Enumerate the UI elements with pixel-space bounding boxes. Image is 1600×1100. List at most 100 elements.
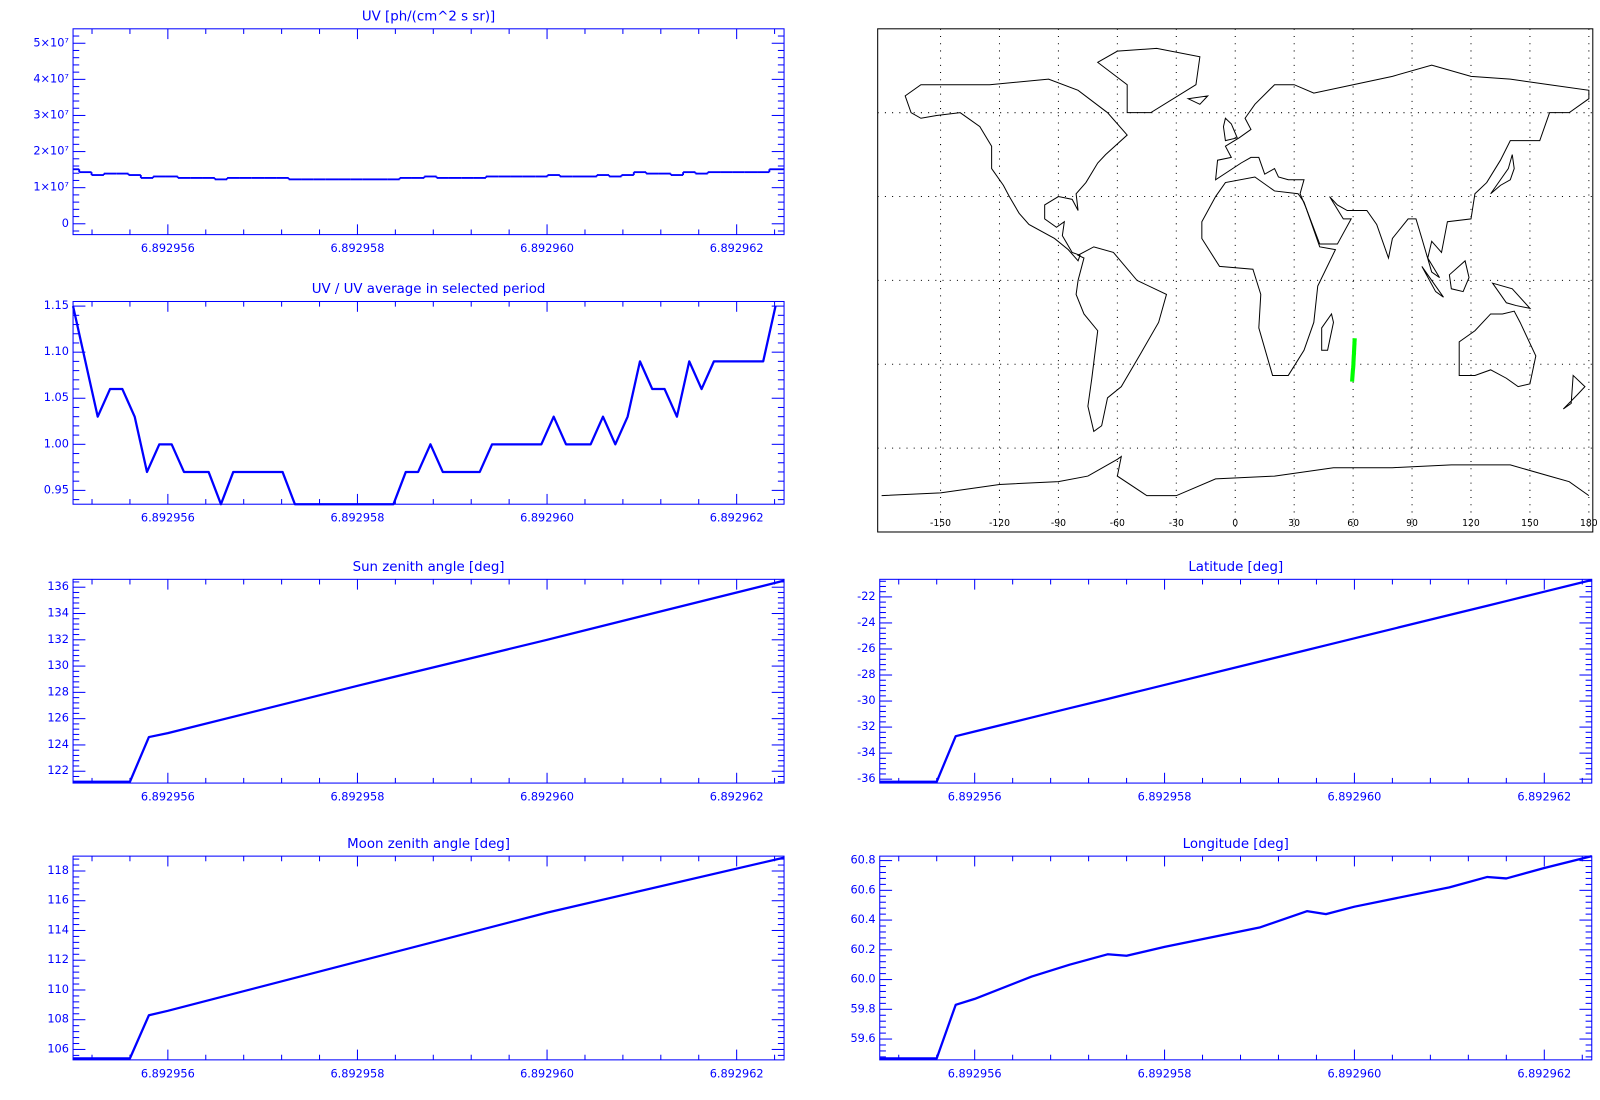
- y-tick-label: -26: [857, 642, 875, 655]
- y-tick-label: -24: [857, 616, 875, 629]
- y-tick-label: 1.00: [44, 437, 69, 450]
- x-tick-label: 6.892958: [1138, 790, 1192, 803]
- plot-frame: [879, 855, 1593, 1061]
- chart-title: UV / UV average in selected period: [312, 282, 546, 297]
- y-tick-label: 3×10⁷: [33, 108, 69, 121]
- y-tick-label: 0.95: [44, 483, 69, 496]
- y-tick-label: 60.4: [850, 913, 875, 926]
- y-tick-label: -36: [857, 772, 875, 785]
- x-tick-label: -30: [1169, 518, 1184, 529]
- map-area: [877, 28, 1593, 532]
- y-tick-label: 128: [47, 685, 69, 698]
- coastline: [1202, 177, 1336, 375]
- y-tick-label: 1.10: [44, 345, 69, 358]
- data-line: [879, 855, 1593, 1060]
- data-line: [73, 579, 785, 783]
- y-tick-label: 126: [47, 712, 69, 725]
- y-tick-label: 106: [47, 1042, 69, 1055]
- y-tick-label: 60.8: [850, 854, 875, 867]
- y-tick-label: -28: [857, 668, 875, 681]
- y-tick-label: 114: [47, 923, 69, 936]
- y-tick-label: -30: [857, 694, 875, 707]
- y-tick-label: 122: [47, 764, 69, 777]
- y-tick-label: 134: [47, 607, 69, 620]
- y-tick-label: 59.6: [850, 1032, 875, 1045]
- y-tick-label: 60.0: [850, 973, 875, 986]
- x-tick-label: 6.892956: [948, 790, 1002, 803]
- orbit-track: [1350, 338, 1357, 382]
- y-tick-label: 110: [47, 983, 69, 996]
- x-tick-label: 0: [1232, 518, 1238, 529]
- x-tick-label: 6.892960: [520, 242, 574, 255]
- coastline: [1188, 96, 1585, 409]
- chart-title: Latitude [deg]: [1188, 560, 1283, 575]
- y-tick-label: 132: [47, 633, 69, 646]
- y-tick-label: 136: [47, 580, 69, 593]
- y-tick-label: 60.6: [850, 883, 875, 896]
- x-tick-label: 6.892960: [520, 512, 574, 525]
- data-line: [879, 578, 1593, 783]
- chart-title: Sun zenith angle [deg]: [353, 560, 505, 575]
- y-tick-label: -32: [857, 720, 875, 733]
- y-tick-label: 130: [47, 659, 69, 672]
- x-tick-label: 6.892962: [710, 242, 764, 255]
- x-tick-label: 6.892958: [331, 512, 385, 525]
- x-tick-label: 6.892960: [520, 1067, 574, 1080]
- y-tick-label: 0: [62, 217, 69, 230]
- chart-title: Longitude [deg]: [1183, 837, 1289, 852]
- coastline: [882, 457, 1589, 496]
- x-tick-label: 6.892960: [1327, 790, 1381, 803]
- y-tick-label: 118: [47, 864, 69, 877]
- x-tick-label: 60: [1347, 518, 1359, 529]
- data-line: [71, 305, 777, 506]
- x-tick-label: 6.892962: [710, 1067, 764, 1080]
- x-tick-label: 6.892962: [710, 512, 764, 525]
- chart-title: Moon zenith angle [deg]: [347, 837, 510, 852]
- y-tick-label: -34: [857, 746, 875, 759]
- data-line: [73, 856, 785, 1060]
- x-tick-label: 6.892960: [1327, 1067, 1381, 1080]
- plot-frame: [72, 855, 785, 1061]
- chart-title: UV [ph/(cm^2 s sr)]: [362, 9, 495, 24]
- plot-frame: [72, 300, 785, 505]
- coastline: [1459, 311, 1536, 386]
- coastline: [1098, 48, 1200, 112]
- y-tick-label: 59.8: [850, 1002, 875, 1015]
- coastline: [905, 79, 1127, 261]
- y-tick-label: 116: [47, 894, 69, 907]
- y-tick-label: 5×10⁷: [33, 36, 69, 49]
- y-tick-label: 1.15: [44, 299, 69, 312]
- x-tick-label: 6.892962: [710, 790, 764, 803]
- plot-frame: [879, 578, 1593, 784]
- y-tick-label: 2×10⁷: [33, 145, 69, 158]
- coastline: [1216, 65, 1589, 277]
- y-tick-label: 108: [47, 1013, 69, 1026]
- x-tick-label: 6.892958: [331, 242, 385, 255]
- x-tick-label: -60: [1110, 518, 1125, 529]
- x-tick-label: 6.892956: [141, 790, 195, 803]
- y-tick-label: 60.2: [850, 943, 875, 956]
- x-tick-label: 30: [1288, 518, 1300, 529]
- y-tick-label: 4×10⁷: [33, 72, 69, 85]
- plot-frame: [72, 28, 785, 236]
- x-tick-label: 6.892962: [1517, 1067, 1571, 1080]
- x-tick-label: 6.892958: [1138, 1067, 1192, 1080]
- y-tick-label: 1.05: [44, 391, 69, 404]
- x-tick-label: 6.892956: [141, 1067, 195, 1080]
- y-tick-label: 112: [47, 953, 69, 966]
- x-tick-label: 6.892958: [331, 790, 385, 803]
- x-tick-label: 180: [1580, 518, 1598, 529]
- map-frame: [877, 28, 1594, 533]
- x-tick-label: 6.892956: [141, 512, 195, 525]
- x-tick-label: 6.892962: [1517, 790, 1571, 803]
- x-tick-label: 120: [1462, 518, 1480, 529]
- y-tick-label: 1×10⁷: [33, 181, 69, 194]
- y-tick-label: -22: [857, 590, 875, 603]
- x-tick-label: 6.892956: [141, 242, 195, 255]
- x-tick-label: 150: [1521, 518, 1539, 529]
- x-tick-label: -150: [930, 518, 951, 529]
- plot-frame: [72, 578, 785, 784]
- x-tick-label: -90: [1051, 518, 1066, 529]
